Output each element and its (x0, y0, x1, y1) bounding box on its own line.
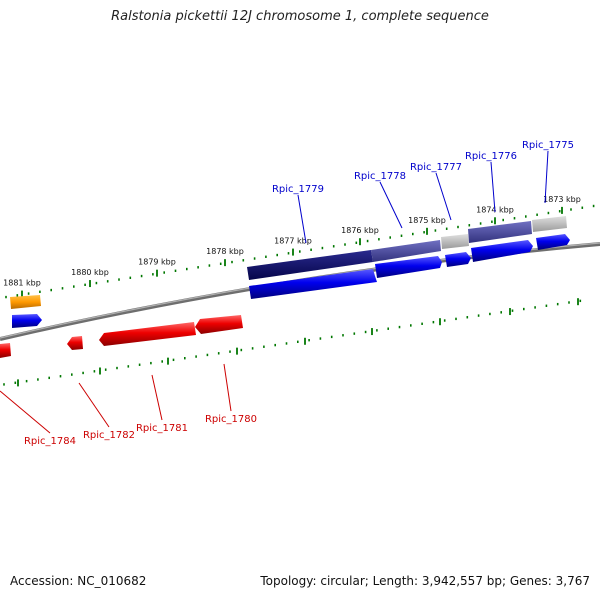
gene-arrow-forward[interactable] (249, 269, 377, 299)
gene-label-forward: Rpic_1776 (465, 151, 517, 162)
leader-line (490, 161, 496, 213)
tick-label: 1877 kbp (274, 237, 312, 246)
gene-arrow-reverse[interactable] (0, 343, 11, 358)
gene-arrow-forward[interactable] (445, 252, 471, 267)
gene-arrow-reverse[interactable] (195, 315, 243, 334)
gene-arrow-forward[interactable] (471, 240, 533, 262)
map-title: Ralstonia pickettii 12J chromosome 1, co… (111, 9, 489, 24)
gene-label-reverse: Rpic_1782 (83, 430, 135, 441)
leader-line (544, 150, 549, 204)
leader-line (223, 363, 232, 412)
tick-label: 1878 kbp (206, 247, 244, 256)
leader-line (435, 172, 452, 221)
tick-label: 1873 kbp (543, 195, 581, 204)
genome-summary-text: Topology: circular; Length: 3,942,557 bp… (260, 574, 590, 588)
leader-line (78, 382, 110, 428)
gene-label-forward: Rpic_1778 (354, 171, 406, 182)
gene-arrow-reverse[interactable] (99, 322, 196, 346)
tick-label: 1875 kbp (408, 216, 446, 225)
gene-arrow-other[interactable] (10, 295, 41, 309)
outer-tick-ring: 1881 kbp 1880 kbp 1879 kbp 1878 kbp 1877 kbp… (3, 195, 595, 299)
gene-arrow-forward[interactable] (12, 314, 42, 328)
forward-strand-genes (10, 234, 570, 328)
leader-line (297, 194, 307, 244)
reverse-strand-genes (0, 315, 243, 358)
gene-label-forward: Rpic_1777 (410, 162, 462, 173)
tick-label: 1876 kbp (341, 226, 379, 235)
feature-block-mid (468, 221, 532, 243)
feature-block-grey (532, 216, 567, 232)
gene-label-reverse: Rpic_1781 (136, 423, 188, 434)
gene-arrow-forward[interactable] (536, 234, 570, 250)
gene-label-forward: Rpic_1775 (522, 140, 574, 151)
tick-label: 1879 kbp (138, 258, 176, 267)
leader-line (151, 374, 163, 421)
gene-label-reverse: Rpic_1784 (24, 436, 76, 447)
feature-track (247, 216, 567, 280)
gene-label-forward: Rpic_1779 (272, 184, 324, 195)
feature-block-mid (371, 240, 441, 262)
feature-block-grey (441, 234, 469, 249)
gene-arrow-forward[interactable] (375, 256, 442, 278)
gene-label-reverse: Rpic_1780 (205, 414, 257, 425)
accession-text: Accession: NC_010682 (10, 574, 147, 588)
feature-block-dark (247, 250, 373, 280)
tick-label: 1881 kbp (3, 279, 41, 288)
tick-label: 1880 kbp (71, 268, 109, 277)
leader-line (0, 390, 51, 434)
leader-line (379, 181, 403, 229)
inner-tick-ring (3, 298, 582, 387)
gene-arrow-reverse[interactable] (67, 336, 83, 350)
